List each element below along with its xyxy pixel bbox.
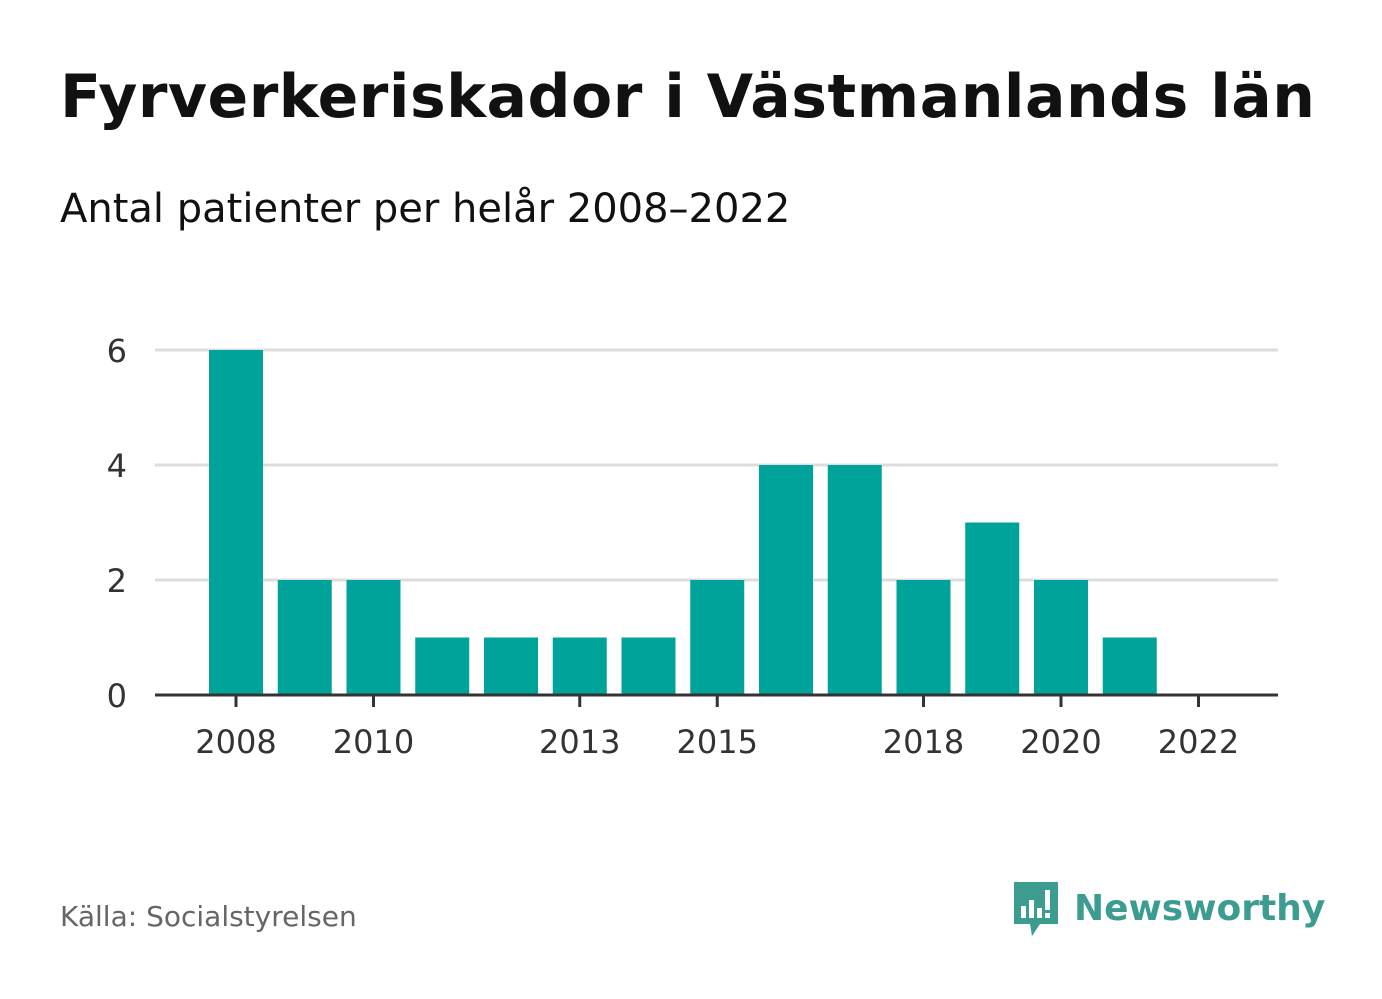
bar-2016 (759, 465, 813, 695)
x-tick-label: 2008 (195, 723, 276, 761)
x-axis-ticks: 2008 2010 2013 2015 2018 2020 2022 (195, 695, 1239, 761)
x-tick-label: 2020 (1020, 723, 1101, 761)
x-tick-label: 2015 (677, 723, 758, 761)
x-tick-label: 2010 (333, 723, 414, 761)
newsworthy-logo-icon (1014, 882, 1058, 936)
bar-2010 (346, 580, 401, 695)
bar-2014 (621, 637, 676, 695)
gridlines (155, 348, 1278, 582)
bar-2021 (1102, 637, 1157, 695)
bar-2019 (965, 522, 1020, 695)
x-tick-label: 2018 (883, 723, 964, 761)
bar-2020 (1034, 580, 1088, 695)
chart-subtitle: Antal patienter per helår 2008–2022 (60, 186, 791, 232)
y-tick-label: 6 (107, 332, 127, 370)
chart-title: Fyrverkeriskador i Västmanlands län (60, 62, 1316, 132)
bar-2013 (552, 637, 607, 695)
y-tick-label: 4 (107, 447, 127, 485)
bar-2017 (827, 465, 882, 695)
y-tick-label: 2 (107, 562, 127, 600)
bar-2011 (415, 637, 470, 695)
x-tick-label: 2013 (539, 723, 620, 761)
bar-2015 (690, 580, 745, 695)
bar-2018 (896, 580, 951, 695)
bar-2008 (209, 350, 263, 695)
bar-2012 (484, 637, 538, 695)
y-axis-ticks: 0 2 4 6 (107, 332, 127, 715)
source-note: Källa: Socialstyrelsen (60, 900, 357, 933)
brand-name: Newsworthy (1074, 887, 1326, 929)
x-tick-label: 2022 (1158, 723, 1239, 761)
y-tick-label: 0 (107, 677, 127, 715)
brand-logo: Newsworthy (1010, 878, 1325, 938)
bar-2009 (277, 580, 332, 695)
bars (209, 350, 1157, 695)
